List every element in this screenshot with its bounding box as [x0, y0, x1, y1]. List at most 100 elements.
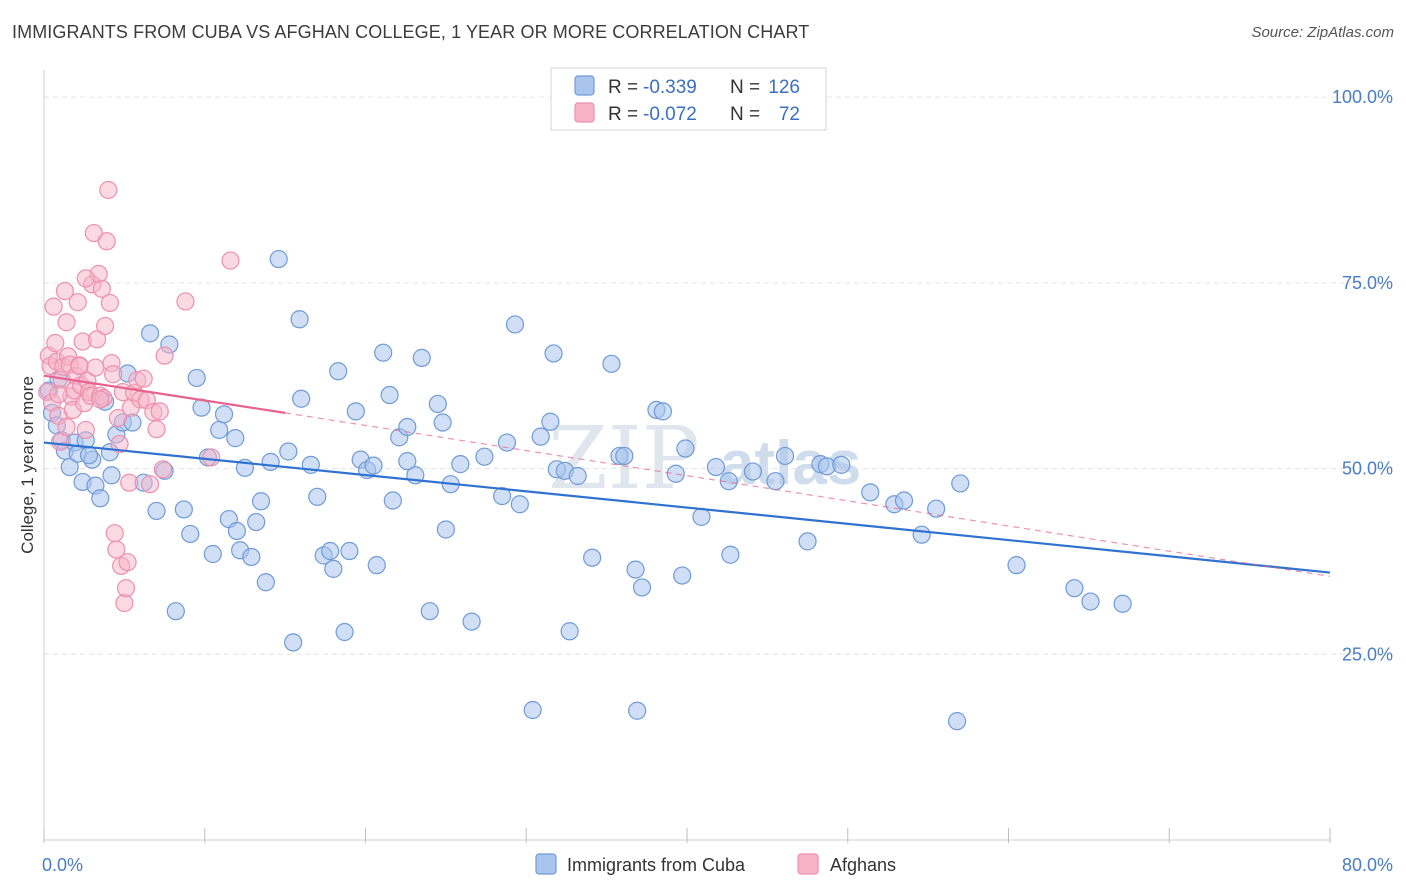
source-credit: Source: ZipAtlas.com	[1251, 24, 1394, 41]
point-afghan-60	[150, 402, 169, 421]
point-afghan-63	[202, 448, 221, 467]
stats-n-value-cuba: 126	[768, 77, 800, 98]
point-cuba-39	[247, 512, 266, 532]
stats-r-label-cuba: R =	[608, 77, 638, 98]
point-cuba-73	[451, 455, 470, 474]
point-cuba-125	[79, 446, 99, 465]
point-afghan-11	[55, 281, 74, 301]
point-afghan-39	[100, 293, 120, 313]
legend-label-cuba: Immigrants from Cuba	[567, 855, 746, 875]
point-afghan-45	[110, 434, 129, 454]
point-cuba-75	[475, 447, 494, 466]
point-cuba-114	[927, 499, 946, 518]
point-cuba-62	[380, 385, 399, 405]
point-cuba-96	[666, 464, 685, 483]
point-afghan-68	[91, 390, 110, 409]
point-cuba-51	[321, 541, 340, 561]
point-cuba-47	[292, 389, 311, 408]
point-afghan-38	[99, 180, 118, 200]
point-cuba-90	[615, 446, 634, 466]
y-axis-title: College, 1 year or more	[18, 376, 37, 554]
point-cuba-32	[210, 420, 229, 440]
chart-title: IMMIGRANTS FROM CUBA VS AFGHAN COLLEGE, …	[12, 22, 810, 42]
point-cuba-22	[147, 501, 166, 521]
point-cuba-46	[290, 310, 309, 329]
point-cuba-63	[383, 491, 402, 510]
point-cuba-99	[692, 507, 711, 526]
x-tick-label-max: 80.0%	[1342, 855, 1393, 875]
afghan-points	[38, 180, 240, 613]
y-tick-label-3: 100.0%	[1332, 87, 1393, 107]
point-cuba-123	[102, 466, 121, 485]
point-cuba-104	[766, 472, 785, 491]
x-axis-ticks	[43, 828, 1331, 843]
point-cuba-41	[256, 573, 275, 592]
legend: Immigrants from Cuba Afghans	[535, 853, 896, 875]
point-afghan-5	[46, 333, 65, 353]
point-cuba-106	[798, 532, 817, 551]
point-cuba-87	[583, 548, 602, 567]
point-cuba-38	[242, 547, 261, 567]
point-cuba-78	[505, 315, 525, 334]
point-cuba-91	[626, 560, 645, 579]
point-cuba-26	[174, 500, 193, 519]
point-cuba-103	[743, 462, 763, 481]
x-tick-label-min: 0.0%	[42, 855, 83, 875]
stats-r-value-afghan: -0.072	[643, 104, 697, 125]
point-cuba-120	[1113, 594, 1132, 613]
point-afghan-37	[97, 232, 116, 251]
point-cuba-61	[374, 343, 393, 362]
point-afghan-61	[153, 460, 173, 479]
stats-n-value-afghan: 72	[779, 104, 800, 125]
point-cuba-6	[60, 457, 79, 477]
legend-swatch-cuba	[535, 853, 557, 875]
point-afghan-12	[57, 313, 76, 332]
point-cuba-85	[560, 622, 579, 641]
point-afghan-44	[108, 408, 128, 428]
y-tick-label-2: 75.0%	[1342, 273, 1393, 293]
stats-r-label-afghan: R =	[608, 104, 638, 125]
point-cuba-105	[775, 446, 795, 466]
point-afghan-64	[221, 251, 240, 270]
point-afghan-34	[92, 279, 111, 298]
stats-n-label-afghan: N =	[730, 104, 760, 125]
y-tick-label-0: 25.0%	[1342, 644, 1393, 664]
point-cuba-71	[436, 520, 455, 539]
point-cuba-40	[251, 492, 271, 511]
point-cuba-42	[261, 452, 280, 471]
point-cuba-80	[531, 427, 550, 446]
point-cuba-35	[226, 429, 245, 448]
y-tick-label-1: 50.0%	[1342, 459, 1393, 479]
point-cuba-13	[91, 489, 110, 508]
point-cuba-97	[673, 566, 692, 585]
legend-swatch-afghan	[797, 853, 819, 875]
point-afghan-70	[49, 385, 68, 404]
point-cuba-27	[181, 524, 200, 544]
point-cuba-116	[951, 474, 970, 493]
point-cuba-86	[568, 466, 587, 486]
stats-n-label-cuba: N =	[730, 77, 760, 98]
cuba-points	[39, 249, 1132, 731]
point-afghan-65	[155, 346, 174, 365]
point-cuba-49	[308, 487, 327, 506]
point-afghan-42	[105, 524, 124, 543]
point-afghan-57	[140, 475, 160, 494]
point-cuba-44	[279, 442, 298, 461]
trend-lines	[43, 374, 1331, 577]
point-cuba-88	[602, 354, 621, 373]
point-afghan-19	[68, 293, 87, 312]
trend-line-cuba	[43, 441, 1331, 574]
point-cuba-115	[947, 712, 967, 731]
point-cuba-25	[166, 602, 185, 621]
stats-box: R = -0.339 N = 126 R = -0.072 N = 72	[550, 67, 827, 131]
point-afghan-31	[87, 330, 107, 349]
point-cuba-110	[861, 483, 880, 502]
point-cuba-59	[364, 456, 383, 475]
point-cuba-52	[324, 559, 343, 578]
point-cuba-74	[462, 612, 481, 631]
trend-line-afghan-extension	[285, 412, 1331, 577]
point-afghan-24	[76, 420, 95, 440]
point-cuba-55	[340, 541, 359, 561]
point-afghan-59	[147, 420, 166, 439]
point-cuba-95	[653, 402, 672, 421]
